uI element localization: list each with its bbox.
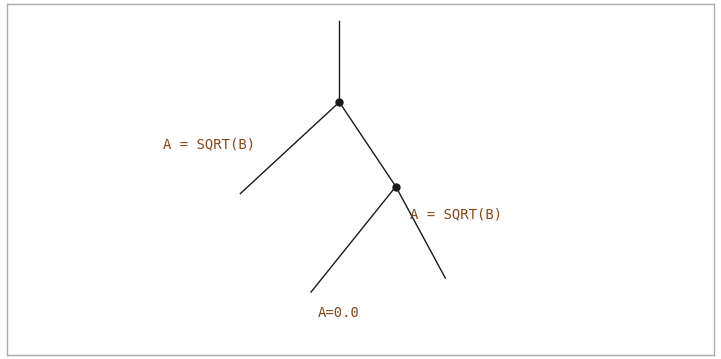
Text: A = SQRT(B): A = SQRT(B) [163, 137, 255, 151]
Text: A = SQRT(B): A = SQRT(B) [410, 208, 502, 222]
Text: A=0.0: A=0.0 [318, 306, 360, 320]
